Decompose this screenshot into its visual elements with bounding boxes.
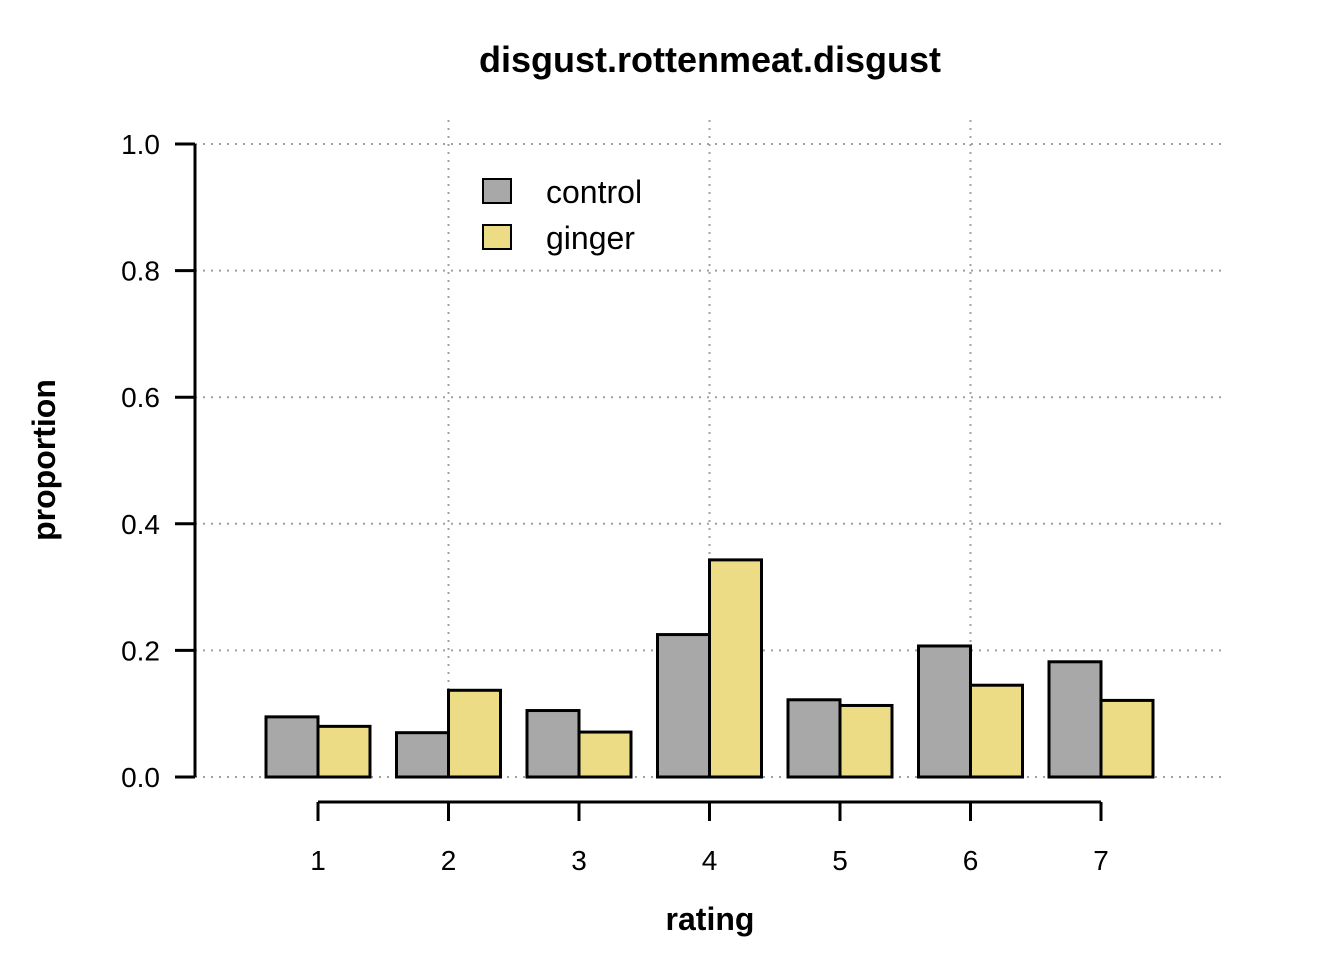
y-tick-label: 0.6 bbox=[121, 382, 160, 413]
y-axis-label: proportion bbox=[26, 379, 62, 541]
y-tick-label: 1.0 bbox=[121, 129, 160, 160]
legend-swatch-control bbox=[482, 178, 512, 204]
bar-control-5 bbox=[786, 698, 842, 779]
x-axis: 1 2 3 4 5 6 7 bbox=[310, 800, 1109, 876]
bar-ginger-5 bbox=[838, 703, 894, 779]
x-tick-label: 6 bbox=[963, 845, 979, 876]
x-tick-label: 2 bbox=[441, 845, 457, 876]
bar-ginger-3 bbox=[577, 730, 633, 779]
legend-label-control: control bbox=[546, 174, 642, 210]
x-tick-label: 3 bbox=[571, 845, 587, 876]
x-tick-label: 5 bbox=[832, 845, 848, 876]
bar-control-1 bbox=[264, 715, 320, 779]
chart-title: disgust.rottenmeat.disgust bbox=[479, 39, 941, 80]
legend-label-ginger: ginger bbox=[546, 220, 635, 256]
bar-ginger-6 bbox=[969, 683, 1024, 779]
x-tick-label: 7 bbox=[1093, 845, 1109, 876]
legend-swatch-ginger bbox=[482, 224, 512, 250]
y-tick-label: 0.4 bbox=[121, 509, 160, 540]
legend: control ginger bbox=[482, 174, 642, 256]
bar-control-4 bbox=[656, 633, 711, 779]
bar-control-6 bbox=[917, 644, 972, 779]
bar-ginger-4 bbox=[708, 558, 763, 779]
bar-ginger-1 bbox=[316, 724, 372, 779]
bar-ginger-7 bbox=[1099, 698, 1155, 779]
y-tick-label: 0.8 bbox=[121, 256, 160, 287]
bar-ginger-2 bbox=[447, 688, 502, 779]
bar-control-2 bbox=[395, 731, 450, 779]
x-tick-label: 4 bbox=[702, 845, 718, 876]
y-tick-label: 0.2 bbox=[121, 635, 160, 666]
y-axis: 0.0 0.2 0.4 0.6 0.8 1.0 bbox=[121, 129, 197, 793]
x-tick-label: 1 bbox=[310, 845, 326, 876]
x-axis-label: rating bbox=[666, 901, 755, 937]
bars bbox=[264, 558, 1155, 779]
y-tick-label: 0.0 bbox=[121, 762, 160, 793]
bar-control-3 bbox=[525, 709, 581, 779]
bar-control-7 bbox=[1047, 660, 1103, 779]
